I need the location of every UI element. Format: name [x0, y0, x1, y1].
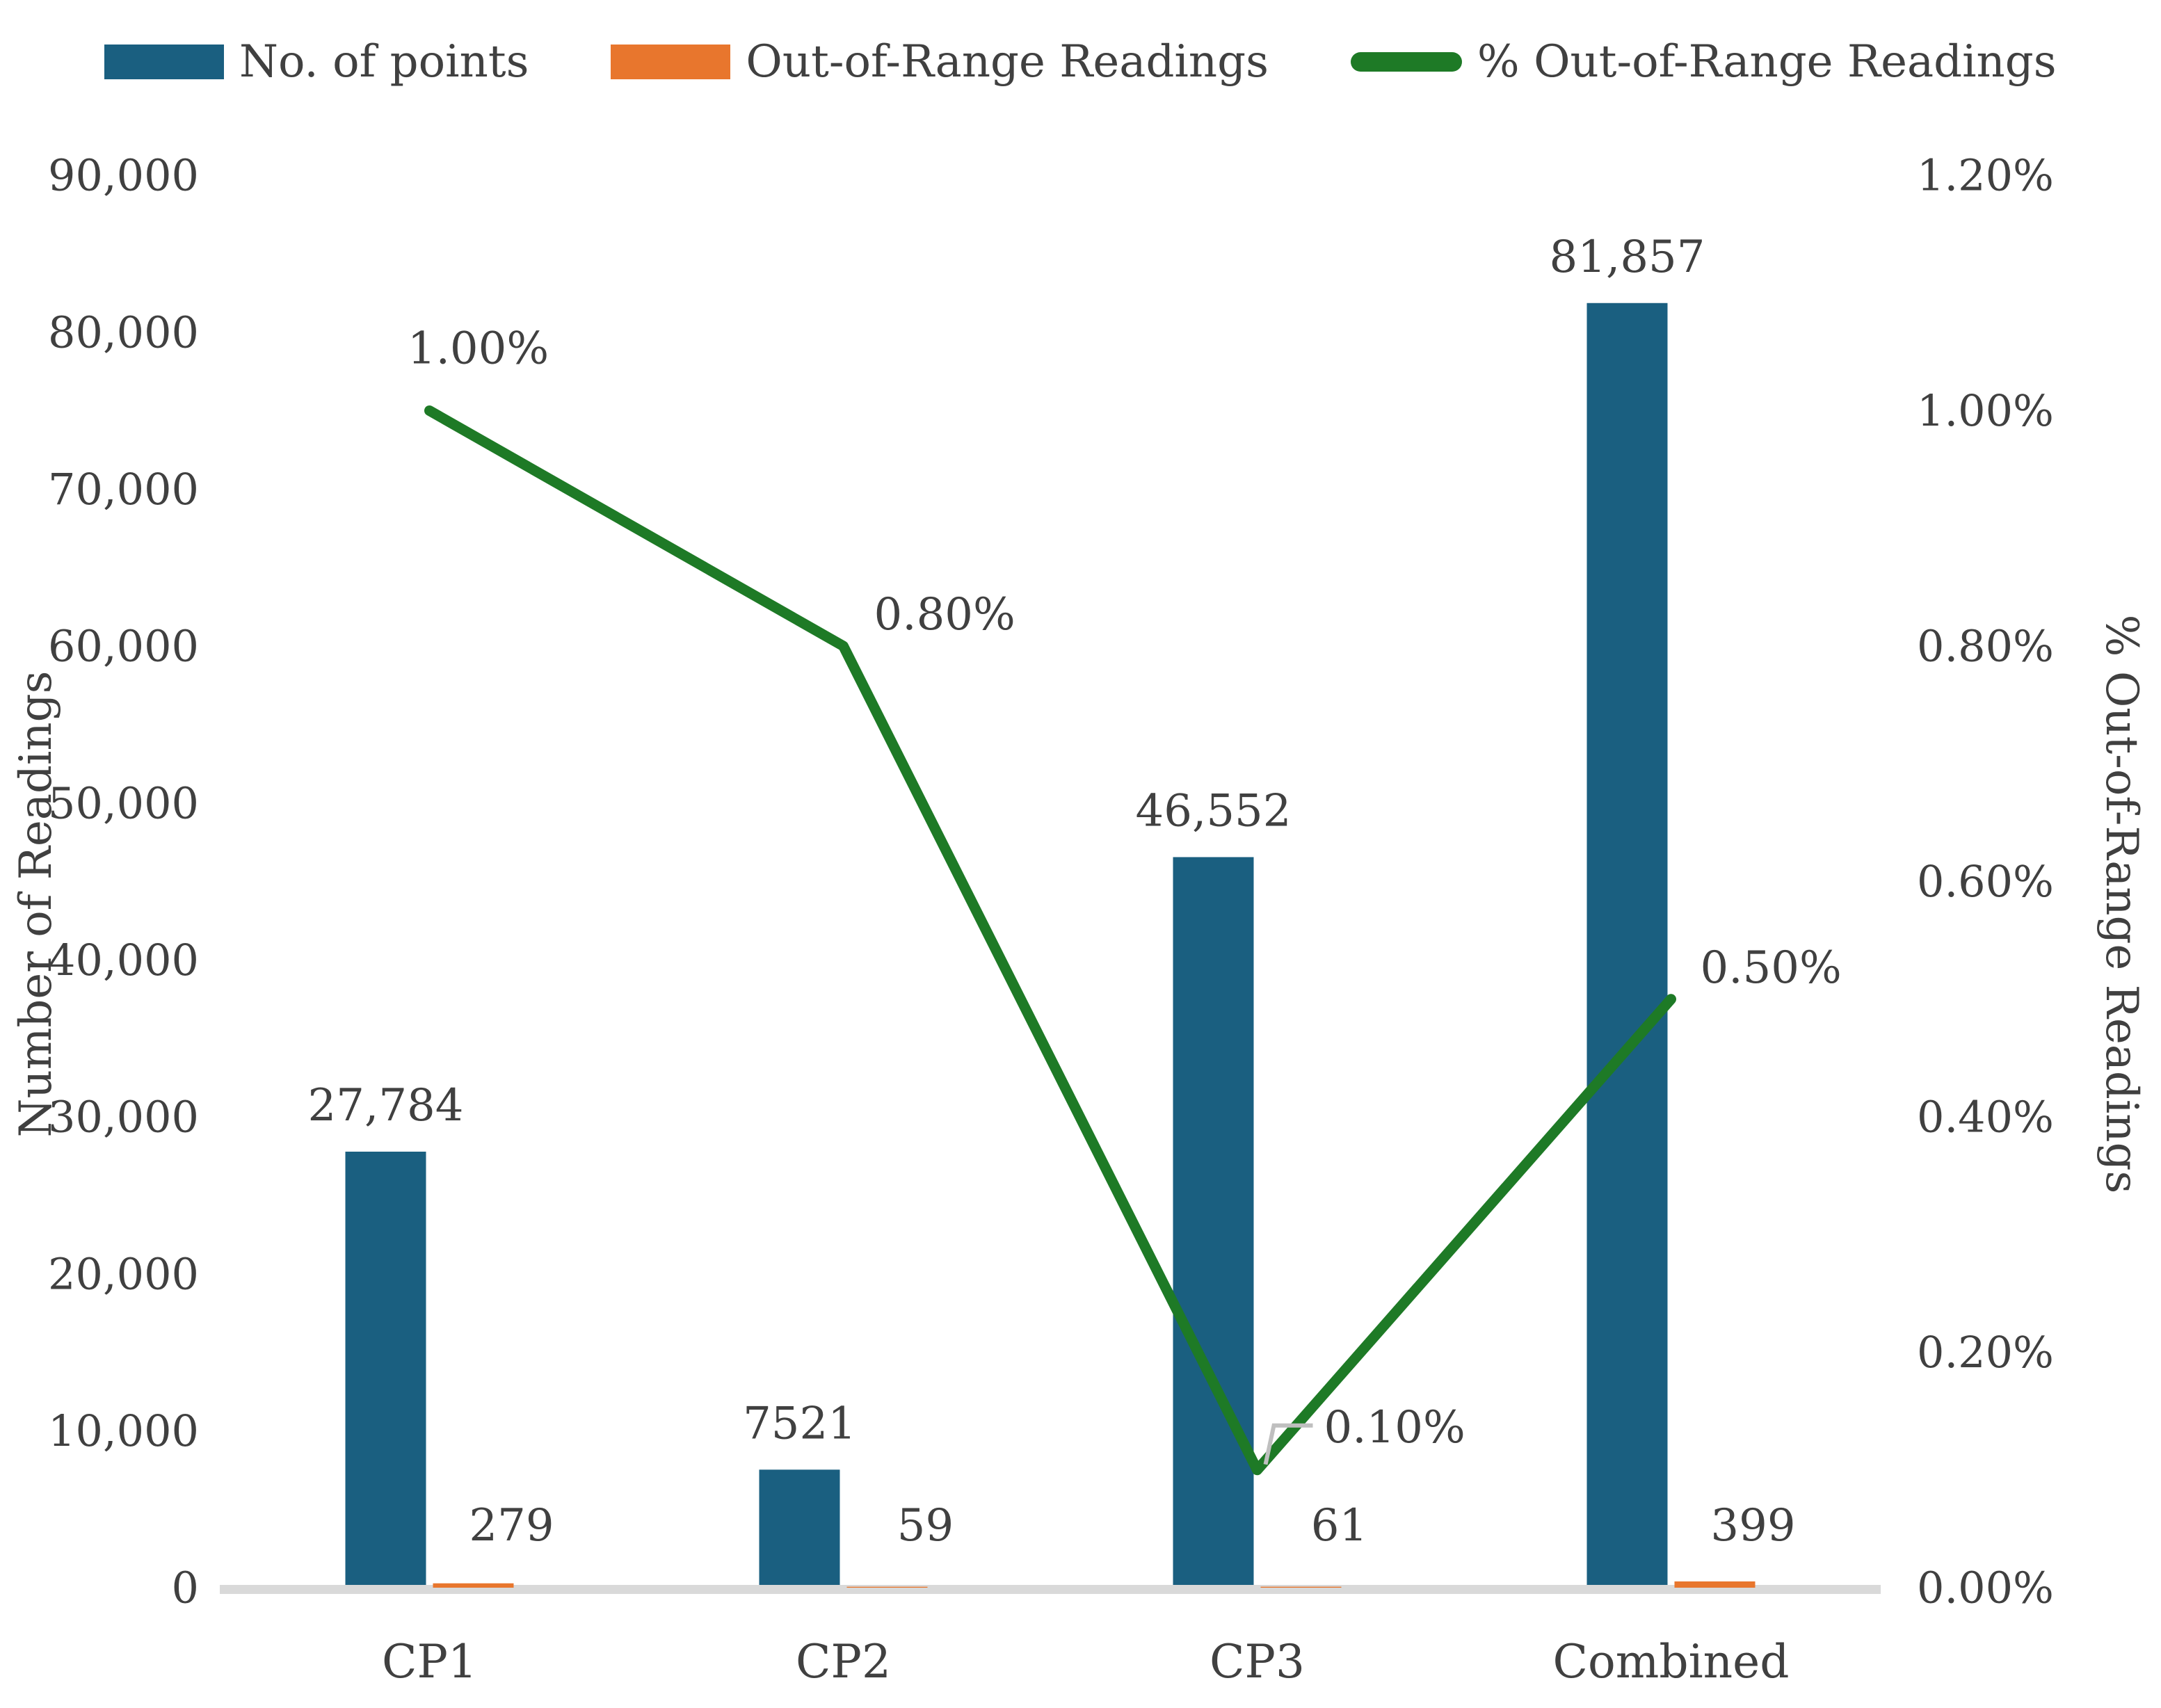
- bar-value-label-no-of-points-CP2: 7521: [743, 1398, 856, 1449]
- legend-swatch-line-green: [1350, 52, 1462, 72]
- left-axis-tick-label: 0: [172, 1563, 199, 1613]
- data-label-leader-line: [1263, 1423, 1313, 1465]
- bar-value-label-no-of-points-CP1: 27,784: [308, 1080, 464, 1131]
- right-axis-tick-label: 0.60%: [1917, 856, 2054, 907]
- legend-label-pct-out-of-range: % Out-of-Range Readings: [1477, 36, 2057, 88]
- bar-no-of-points-CP1: [345, 1152, 426, 1588]
- bar-value-label-out-of-range-Combined: 399: [1710, 1500, 1795, 1552]
- x-axis-label-CP2: CP2: [796, 1635, 891, 1689]
- bar-value-label-no-of-points-CP3: 46,552: [1136, 785, 1292, 837]
- right-axis-tick-label: 1.00%: [1917, 385, 2054, 436]
- line-value-label-CP1: 1.00%: [408, 323, 549, 375]
- left-axis-tick-label: 40,000: [48, 935, 199, 985]
- bar-value-label-no-of-points-Combined: 81,857: [1550, 232, 1705, 283]
- right-axis-tick-label: 0.40%: [1917, 1092, 2054, 1143]
- left-axis-tick-label: 30,000: [48, 1092, 199, 1143]
- x-axis-label-CP1: CP1: [382, 1635, 477, 1689]
- legend-item-out-of-range: Out-of-Range Readings: [611, 36, 1269, 88]
- legend-swatch-bar-orange: [611, 45, 731, 79]
- legend-label-no-of-points: No. of points: [239, 36, 529, 88]
- bar-value-label-out-of-range-CP1: 279: [469, 1500, 554, 1552]
- bar-value-label-out-of-range-CP3: 61: [1311, 1500, 1367, 1552]
- left-axis-tick-label: 50,000: [48, 778, 199, 828]
- x-axis-label-CP3: CP3: [1210, 1635, 1305, 1689]
- left-axis-tick-label: 10,000: [48, 1405, 199, 1456]
- legend-label-out-of-range: Out-of-Range Readings: [746, 36, 1269, 88]
- left-axis-tick-label: 60,000: [48, 621, 199, 672]
- line-value-label-Combined: 0.50%: [1701, 942, 1842, 994]
- left-axis-tick-label: 80,000: [48, 307, 199, 357]
- bar-out-of-range-CP3: [1260, 1586, 1342, 1588]
- bar-out-of-range-CP2: [846, 1586, 928, 1588]
- bar-value-label-out-of-range-CP2: 59: [897, 1500, 954, 1552]
- bar-no-of-points-CP3: [1173, 857, 1254, 1588]
- pct-out-of-range-line: [424, 405, 1676, 1476]
- bar-no-of-points-Combined: [1586, 303, 1668, 1588]
- bar-out-of-range-CP1: [433, 1583, 514, 1588]
- line-value-label-CP2: 0.80%: [874, 589, 1015, 640]
- right-axis-tick-label: 0.20%: [1917, 1327, 2054, 1378]
- x-axis-label-Combined: Combined: [1553, 1635, 1790, 1689]
- right-axis-tick-label: 0.00%: [1917, 1563, 2054, 1613]
- left-axis-tick-label: 70,000: [48, 464, 199, 515]
- x-axis-line: [220, 1585, 1881, 1594]
- legend: No. of points Out-of-Range Readings % Ou…: [104, 36, 2057, 88]
- legend-swatch-bar-blue: [104, 45, 224, 79]
- legend-item-no-of-points: No. of points: [104, 36, 529, 88]
- right-axis-tick-label: 1.20%: [1917, 150, 2054, 201]
- bar-out-of-range-Combined: [1674, 1581, 1756, 1588]
- line-value-label-CP3: 0.10%: [1324, 1402, 1465, 1453]
- left-axis-tick-label: 90,000: [48, 150, 199, 201]
- bar-no-of-points-CP2: [759, 1469, 840, 1588]
- left-axis-tick-label: 20,000: [48, 1248, 199, 1299]
- legend-item-pct-out-of-range: % Out-of-Range Readings: [1350, 36, 2057, 88]
- right-axis-tick-label: 0.80%: [1917, 621, 2054, 672]
